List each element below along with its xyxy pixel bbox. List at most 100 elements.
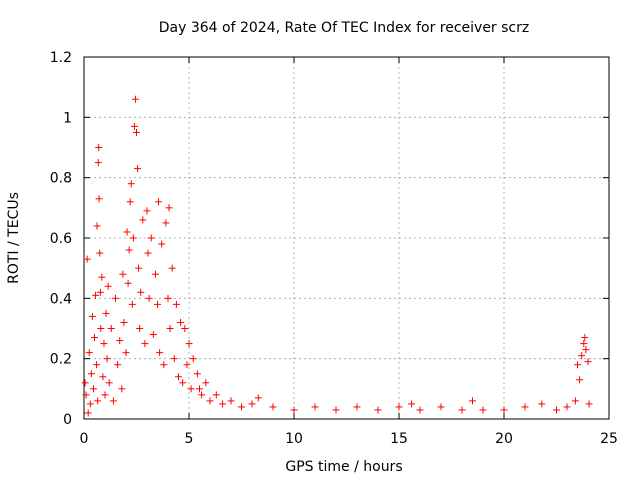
data-point bbox=[574, 361, 581, 369]
data-point bbox=[580, 340, 588, 348]
data-point bbox=[94, 397, 102, 405]
data-point bbox=[187, 385, 195, 393]
data-point bbox=[95, 195, 103, 203]
data-point bbox=[185, 340, 193, 348]
data-point bbox=[118, 385, 126, 393]
data-point bbox=[469, 397, 476, 405]
data-point bbox=[416, 406, 424, 414]
y-axis: 0 0.2 0.4 0.6 0.8 1 1.2 bbox=[50, 50, 609, 428]
data-point bbox=[124, 279, 132, 287]
data-point bbox=[145, 294, 153, 302]
data-point bbox=[96, 288, 104, 296]
data-point bbox=[156, 349, 164, 357]
data-point bbox=[584, 358, 592, 366]
data-point bbox=[151, 270, 159, 278]
data-point bbox=[254, 394, 262, 402]
data-point bbox=[95, 144, 103, 151]
data-point bbox=[408, 400, 416, 408]
data-point bbox=[120, 318, 128, 326]
data-point bbox=[129, 234, 137, 242]
data-point bbox=[538, 400, 546, 408]
data-point bbox=[93, 361, 101, 369]
data-point bbox=[126, 198, 134, 206]
data-point bbox=[578, 352, 586, 360]
data-point bbox=[147, 234, 155, 242]
data-point bbox=[119, 270, 127, 278]
data-point bbox=[563, 403, 571, 411]
data-point bbox=[144, 249, 152, 257]
data-point bbox=[198, 391, 206, 399]
data-point bbox=[104, 282, 112, 290]
data-point bbox=[114, 361, 122, 369]
data-point bbox=[458, 406, 466, 414]
data-point bbox=[202, 379, 210, 387]
data-point bbox=[219, 400, 227, 408]
data-point bbox=[93, 222, 101, 230]
data-point bbox=[123, 228, 131, 236]
data-point bbox=[127, 180, 135, 188]
data-point bbox=[109, 397, 117, 405]
x-tick-label: 10 bbox=[285, 431, 303, 447]
data-point bbox=[332, 406, 340, 414]
data-point bbox=[98, 273, 106, 281]
data-point bbox=[183, 361, 191, 369]
data-point bbox=[81, 379, 89, 387]
data-point bbox=[86, 400, 94, 408]
data-point bbox=[571, 397, 579, 405]
data-point bbox=[107, 325, 115, 332]
data-point bbox=[133, 128, 140, 136]
data-point bbox=[172, 300, 180, 308]
data-points bbox=[81, 95, 593, 417]
data-point bbox=[87, 370, 95, 378]
data-point bbox=[125, 246, 133, 254]
y-tick-label: 1.2 bbox=[50, 50, 72, 66]
data-point bbox=[130, 122, 138, 130]
data-point bbox=[154, 300, 161, 308]
data-point bbox=[89, 385, 97, 393]
data-point bbox=[582, 346, 590, 354]
data-point bbox=[248, 400, 256, 408]
data-point bbox=[168, 264, 176, 272]
data-point bbox=[238, 403, 245, 411]
data-point bbox=[105, 379, 113, 387]
data-point bbox=[128, 300, 136, 308]
data-point bbox=[131, 95, 139, 103]
x-tick-label: 25 bbox=[600, 431, 618, 447]
data-point bbox=[521, 403, 529, 411]
data-point bbox=[179, 379, 187, 387]
x-tick-label: 15 bbox=[390, 431, 408, 447]
x-tick-label: 5 bbox=[185, 431, 194, 447]
data-point bbox=[374, 406, 382, 414]
data-point bbox=[500, 406, 508, 414]
data-point bbox=[165, 204, 173, 212]
data-point bbox=[136, 325, 144, 332]
data-point bbox=[311, 403, 319, 411]
x-tick-label: 20 bbox=[495, 431, 513, 447]
data-point bbox=[395, 403, 403, 411]
data-point bbox=[139, 216, 147, 224]
chart-title: Day 364 of 2024, Rate Of TEC Index for r… bbox=[159, 20, 529, 36]
data-point bbox=[82, 391, 90, 399]
data-point bbox=[99, 373, 107, 381]
data-point bbox=[92, 291, 100, 299]
data-point bbox=[88, 312, 96, 320]
data-point bbox=[177, 318, 185, 326]
data-point bbox=[206, 397, 214, 405]
data-point bbox=[353, 403, 361, 411]
x-axis: 0 5 10 15 20 25 bbox=[80, 57, 618, 447]
grid bbox=[84, 57, 609, 419]
y-tick-label: 0.8 bbox=[50, 171, 72, 187]
data-point bbox=[227, 397, 235, 405]
data-point bbox=[196, 385, 203, 393]
data-point bbox=[212, 391, 220, 399]
data-point bbox=[101, 391, 109, 399]
data-point bbox=[585, 400, 593, 408]
data-point bbox=[164, 294, 172, 302]
data-point bbox=[166, 325, 174, 332]
data-point bbox=[155, 198, 163, 206]
data-point bbox=[269, 403, 277, 411]
y-tick-label: 0.2 bbox=[50, 352, 72, 368]
y-tick-label: 0 bbox=[63, 412, 72, 428]
data-point bbox=[91, 334, 98, 342]
